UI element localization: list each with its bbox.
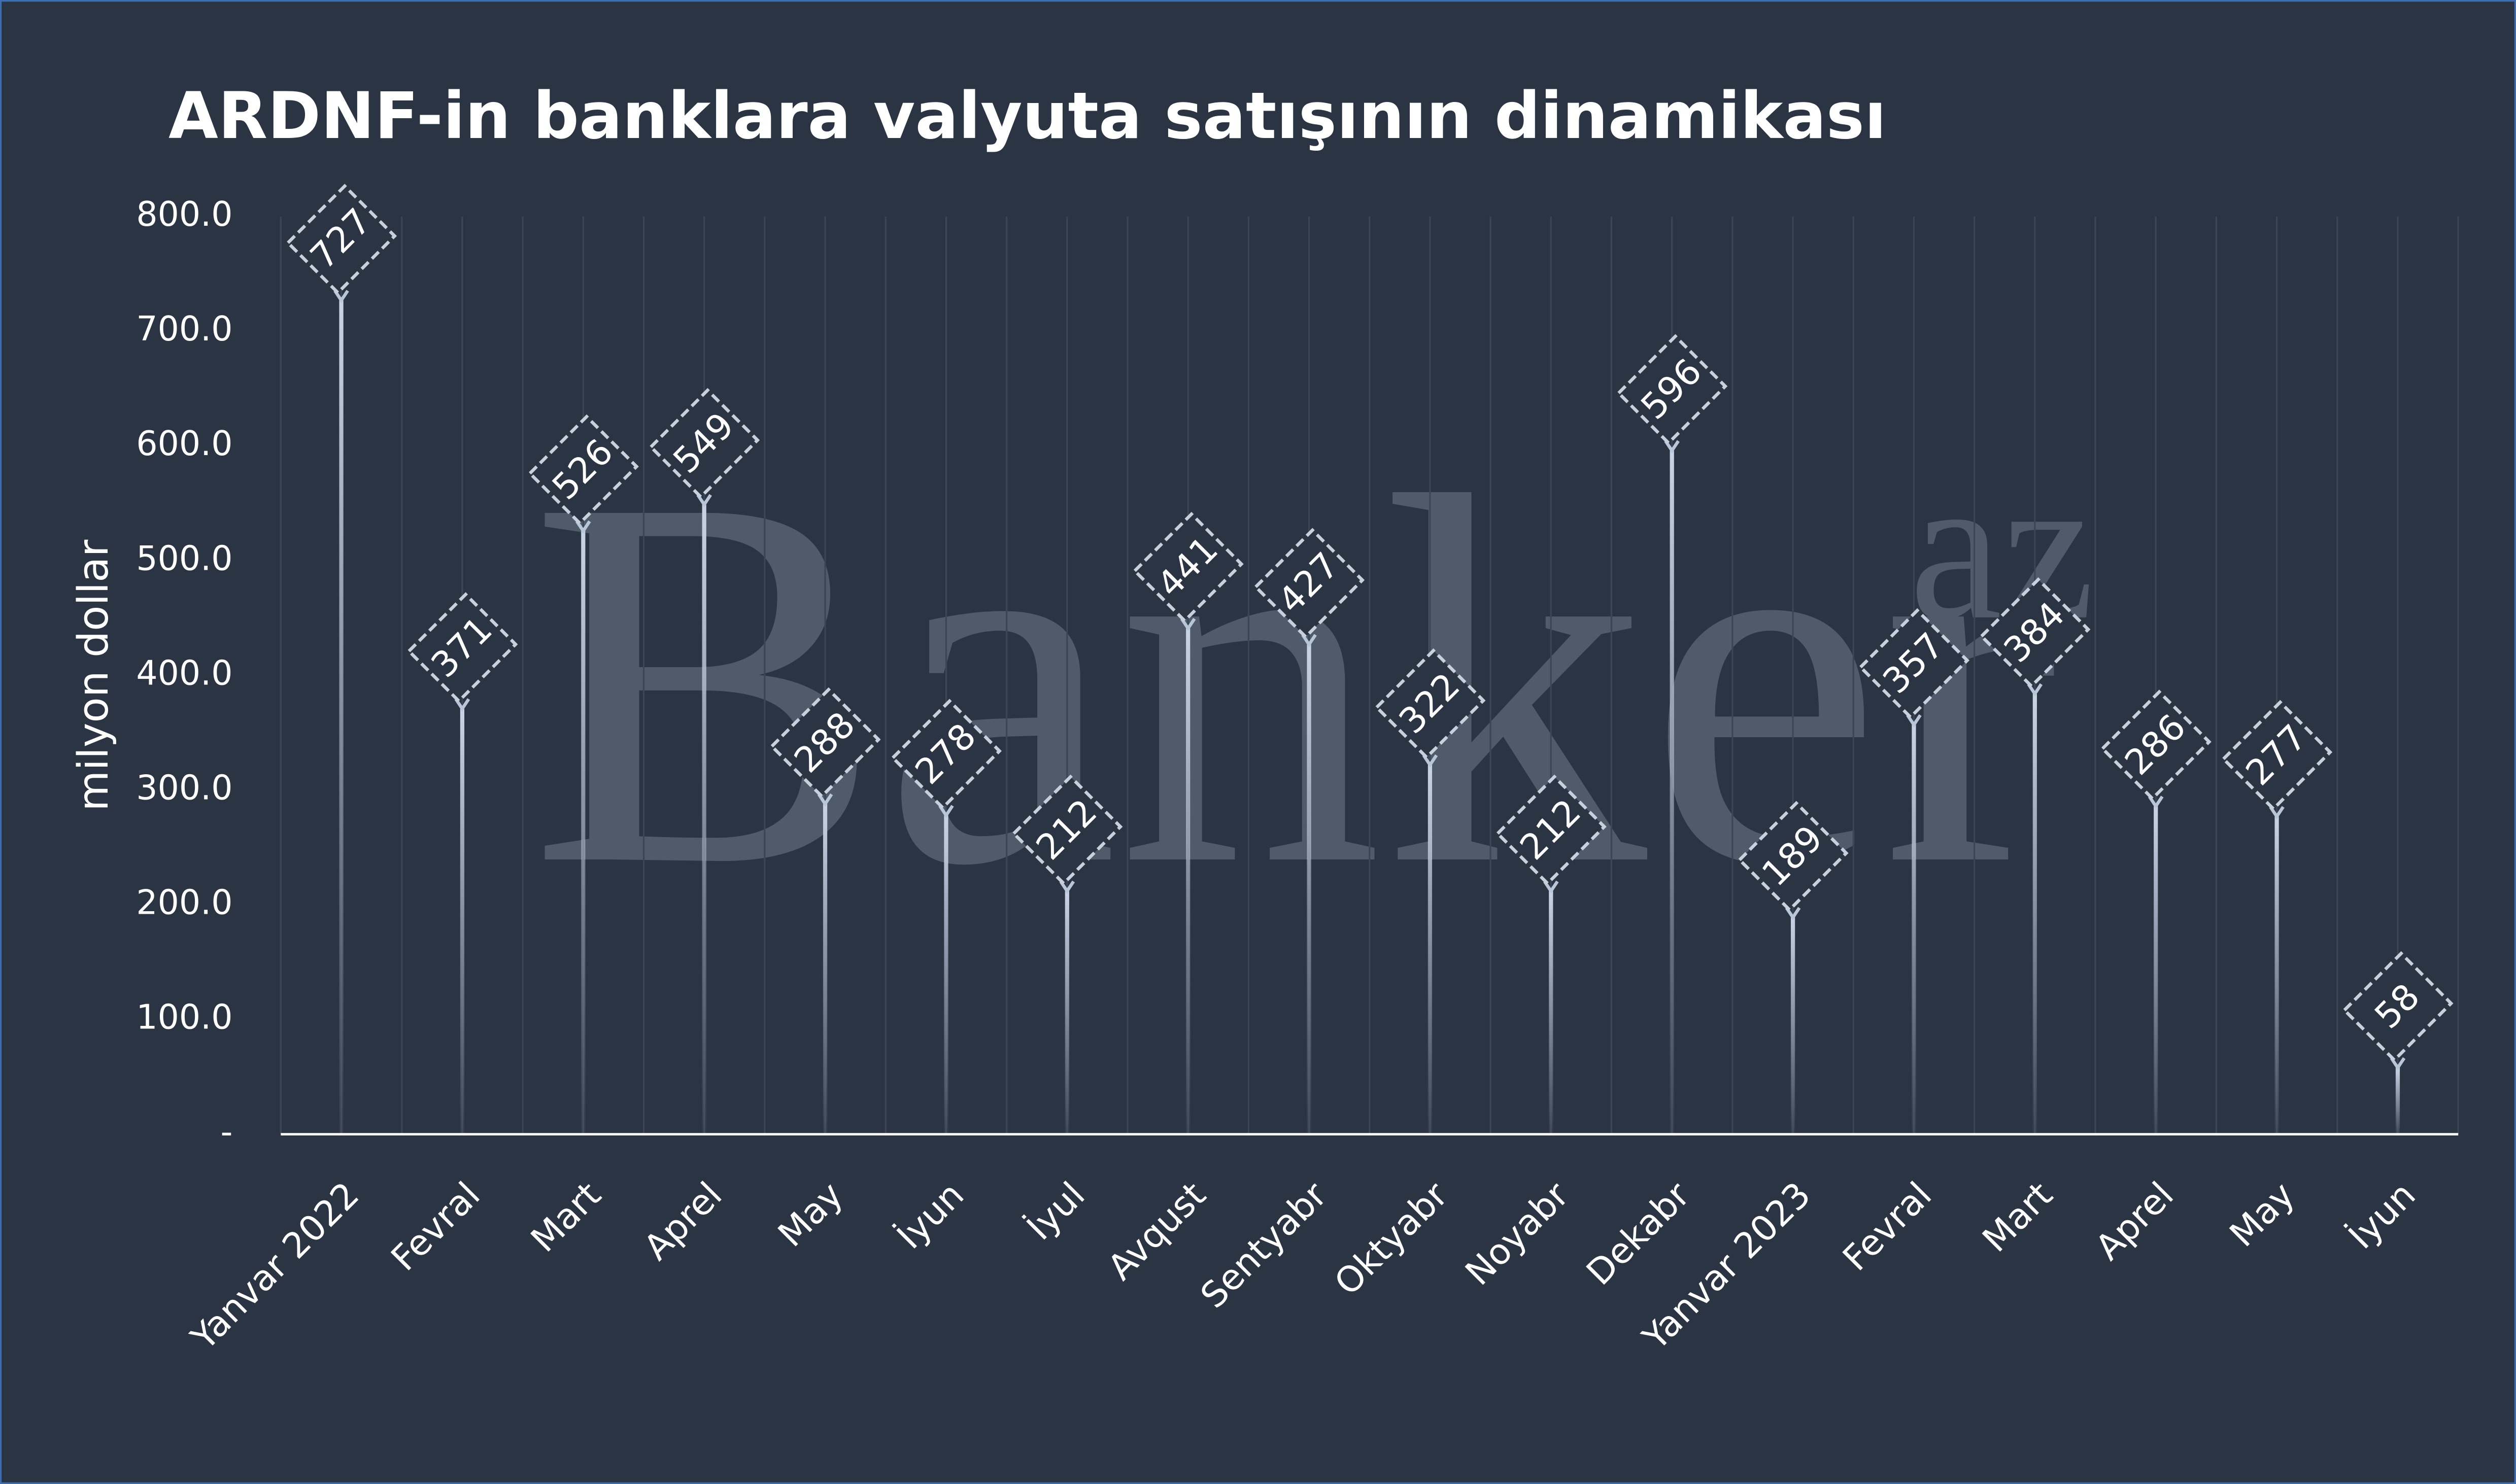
y-tick-label: 300.0 [136, 768, 232, 807]
value-label-group: 286 [2100, 689, 2212, 801]
y-tick-label: 100.0 [136, 997, 232, 1037]
value-label-box [890, 699, 1002, 810]
value-label-box [1737, 801, 1849, 912]
value-label-box [1616, 334, 1728, 445]
bar-tip [696, 494, 712, 508]
value-label-box [1858, 608, 1970, 719]
value-label-box [1979, 577, 2091, 688]
value-label-group: 371 [406, 592, 518, 704]
value-label-group: 277 [2221, 700, 2333, 811]
bar-tip [1785, 907, 1801, 921]
y-axis-title: milyon dollar [70, 539, 118, 811]
value-label-group: 526 [527, 414, 639, 526]
bar [2032, 694, 2037, 1134]
y-tick-label: - [221, 1112, 233, 1152]
bar [2395, 1067, 2400, 1134]
bar-tip [575, 520, 591, 534]
bar-tip [1180, 617, 1196, 632]
bar [1427, 765, 1433, 1134]
bar-tip [2390, 1057, 2406, 1071]
value-label-box [1495, 774, 1607, 886]
value-label-box [2100, 689, 2212, 801]
bar [702, 504, 706, 1134]
bar-tip [1906, 714, 1922, 728]
value-label-group: 441 [1132, 511, 1244, 623]
bar [581, 531, 586, 1134]
value-label-box [649, 388, 760, 499]
y-tick-label: 200.0 [136, 883, 232, 922]
value-label-box [769, 687, 881, 799]
bar-tip [938, 805, 954, 818]
y-tick-label: 500.0 [136, 538, 232, 578]
value-label-group: 189 [1737, 801, 1849, 912]
bar-tip [1664, 440, 1680, 454]
bar [2154, 806, 2158, 1134]
value-label-box [1011, 774, 1123, 886]
value-label-group: 58 [2342, 951, 2454, 1062]
bar-tip [1059, 880, 1075, 894]
bar [1307, 644, 1311, 1134]
y-tick-label: 800.0 [136, 194, 232, 234]
bar-tip [1301, 634, 1317, 647]
value-label-box [1253, 528, 1365, 639]
bar [823, 804, 828, 1134]
value-label-group: 212 [1011, 774, 1123, 886]
bar [339, 300, 344, 1134]
bar-tip [817, 793, 833, 807]
value-label-group: 549 [649, 388, 760, 499]
bar [1790, 917, 1795, 1134]
bar-tip [2269, 806, 2285, 820]
bar-tip [333, 290, 349, 303]
bar [944, 815, 948, 1134]
bar [1670, 451, 1674, 1134]
value-label-box [406, 592, 518, 704]
bar [1549, 891, 1553, 1134]
value-label-box [2221, 700, 2333, 811]
bar-tip [1543, 880, 1559, 894]
bar-tip [2148, 796, 2164, 809]
y-tick-label: 600.0 [136, 424, 232, 463]
bar-tip [1422, 754, 1438, 768]
value-label-box [1132, 511, 1244, 623]
value-label-box [2342, 951, 2454, 1062]
chart-title: ARDNF-in banklara valyuta satışının dina… [168, 79, 1886, 153]
bar [1186, 628, 1191, 1134]
value-label-box [527, 414, 639, 526]
y-tick-label: 700.0 [136, 309, 232, 349]
watermark-text: Banker [529, 388, 2058, 974]
bar [1912, 724, 1916, 1134]
bar [1065, 891, 1069, 1134]
value-label-box [285, 184, 397, 295]
bar-tip [2027, 683, 2043, 697]
bar-tip [454, 698, 470, 712]
bar [2274, 816, 2279, 1134]
value-label-group: 278 [890, 699, 1002, 810]
y-tick-label: 400.0 [136, 653, 232, 693]
value-label-box [1374, 648, 1486, 760]
bar [460, 708, 465, 1134]
